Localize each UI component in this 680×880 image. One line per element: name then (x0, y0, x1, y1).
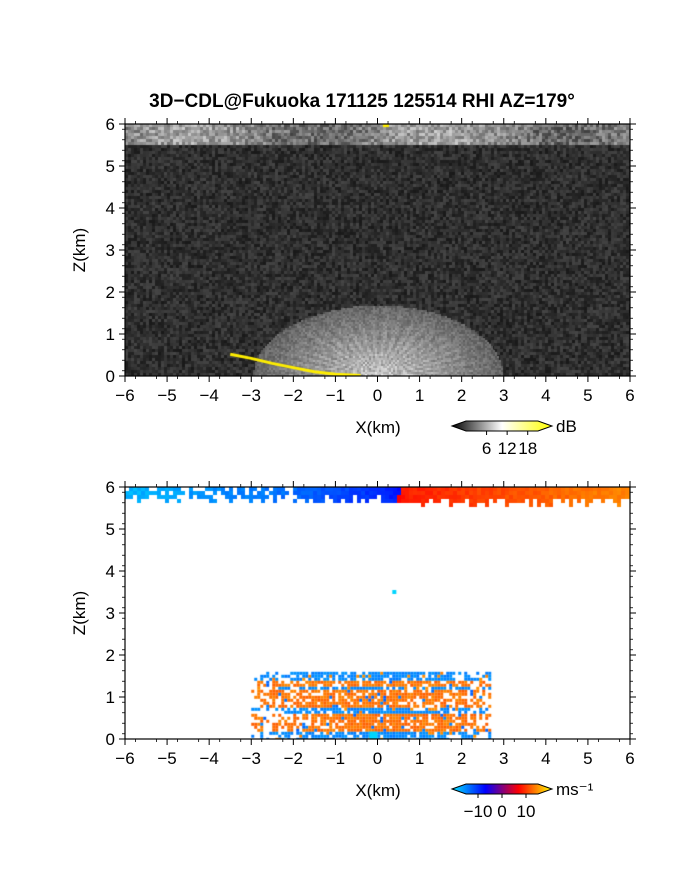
axis-ticks-2: −6 −5 −4 −3 −2 −1 0 1 2 3 4 5 6 0 1 2 3 4 5 6 (106, 478, 636, 768)
x-axis-label-1: X(km) (355, 418, 400, 437)
y-tick-label: 0 (106, 367, 115, 386)
x-tick-label: −1 (326, 749, 345, 768)
x-tick-label: −3 (242, 386, 261, 405)
axis-ticks-1: −6 −5 −4 −3 −2 −1 0 1 2 3 4 5 6 0 1 2 3 4 5 6 (106, 115, 636, 405)
x-tick-label: 4 (541, 386, 550, 405)
colorbar-scale (450, 783, 554, 795)
x-tick-label: 6 (625, 386, 634, 405)
y-tick-label: 6 (106, 115, 115, 134)
chart-title: 3D−CDL@Fukuoka 171125 125514 RHI AZ=179° (149, 91, 575, 112)
x-tick-label: −2 (284, 386, 303, 405)
x-tick-label: 6 (625, 749, 634, 768)
colorbar-tick-label: −10 (464, 802, 493, 821)
x-tick-label: −3 (242, 749, 261, 768)
y-tick-label: 2 (106, 283, 115, 302)
x-tick-label: −4 (199, 386, 218, 405)
colorbar-scale (450, 420, 554, 432)
x-tick-label: 5 (583, 386, 592, 405)
x-tick-label: 1 (415, 386, 424, 405)
y-tick-label: 1 (106, 688, 115, 707)
y-tick-label: 0 (106, 730, 115, 749)
x-tick-label: −6 (115, 749, 134, 768)
y-tick-label: 3 (106, 604, 115, 623)
x-tick-label: 2 (457, 386, 466, 405)
y-tick-label: 5 (106, 520, 115, 539)
x-tick-label: −5 (157, 749, 176, 768)
colorbar-1: 6 12 18 dB (450, 417, 577, 458)
colorbar-tick-label: 10 (517, 802, 536, 821)
reflectivity-image (125, 124, 630, 376)
colorbar-unit: ms⁻¹ (556, 780, 594, 799)
x-axis-label-2: X(km) (355, 781, 400, 800)
y-tick-label: 4 (106, 562, 115, 581)
x-tick-label: −4 (199, 749, 218, 768)
x-tick-label: −6 (115, 386, 134, 405)
y-axis-label-2: Z(km) (70, 591, 89, 635)
velocity-image (125, 487, 630, 739)
x-tick-label: 4 (541, 749, 550, 768)
colorbar-tick-label: 6 (482, 439, 491, 458)
y-tick-label: 3 (106, 241, 115, 260)
x-tick-label: 5 (583, 749, 592, 768)
y-tick-label: 4 (106, 199, 115, 218)
x-tick-label: 1 (415, 749, 424, 768)
y-tick-label: 1 (106, 325, 115, 344)
x-tick-label: −1 (326, 386, 345, 405)
x-tick-label: 2 (457, 749, 466, 768)
y-tick-label: 5 (106, 157, 115, 176)
y-axis-label-1: Z(km) (70, 228, 89, 272)
colorbar-tick-label: 18 (518, 439, 537, 458)
x-tick-label: 0 (373, 749, 382, 768)
x-tick-label: 0 (373, 386, 382, 405)
colorbar-unit: dB (556, 417, 577, 436)
x-tick-label: 3 (499, 749, 508, 768)
colorbar-tick-label: 0 (497, 802, 506, 821)
x-tick-label: −2 (284, 749, 303, 768)
x-tick-label: 3 (499, 386, 508, 405)
colorbar-tick-label: 12 (498, 439, 517, 458)
x-tick-label: −5 (157, 386, 176, 405)
colorbar-2: −10 0 10 ms⁻¹ (450, 780, 594, 821)
y-tick-label: 6 (106, 478, 115, 497)
y-tick-label: 2 (106, 646, 115, 665)
